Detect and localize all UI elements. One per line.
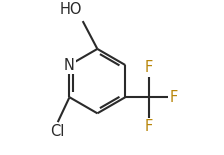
Text: F: F xyxy=(169,90,177,105)
Text: F: F xyxy=(144,119,153,134)
Text: HO: HO xyxy=(60,2,82,18)
Text: N: N xyxy=(64,58,75,73)
Text: Cl: Cl xyxy=(51,124,65,139)
Text: F: F xyxy=(144,60,153,75)
